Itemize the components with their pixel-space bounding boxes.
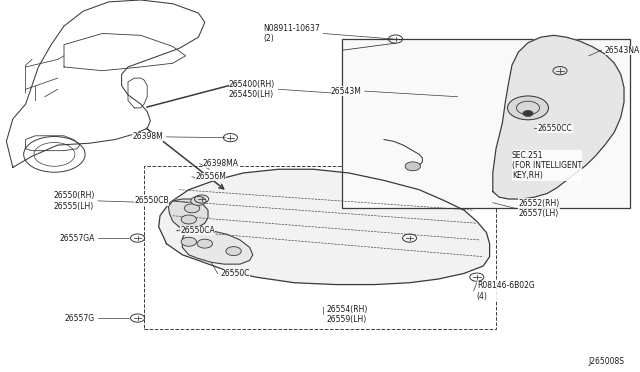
Circle shape	[181, 215, 196, 224]
Polygon shape	[168, 199, 208, 229]
Text: 26557GA: 26557GA	[60, 234, 95, 243]
Text: J265008S: J265008S	[588, 357, 624, 366]
Text: 26552(RH)
26557(LH): 26552(RH) 26557(LH)	[518, 199, 559, 218]
Circle shape	[508, 96, 548, 120]
Text: 26550CB: 26550CB	[134, 196, 169, 205]
Text: 26554(RH)
26559(LH): 26554(RH) 26559(LH)	[326, 305, 368, 324]
Text: 26557G: 26557G	[65, 314, 95, 323]
Circle shape	[191, 196, 206, 205]
Circle shape	[226, 247, 241, 256]
Circle shape	[181, 237, 196, 246]
Text: 265400(RH)
265450(LH): 265400(RH) 265450(LH)	[229, 80, 275, 99]
Bar	[144, 166, 496, 329]
Text: 26543M: 26543M	[331, 87, 362, 96]
Text: 26550CC: 26550CC	[538, 124, 572, 133]
Text: 26543NA: 26543NA	[605, 46, 640, 55]
Polygon shape	[493, 35, 624, 199]
Circle shape	[197, 239, 212, 248]
Text: R08146-6B02G
(4): R08146-6B02G (4)	[477, 281, 534, 301]
Text: 26556M: 26556M	[195, 172, 226, 181]
Circle shape	[184, 204, 200, 213]
Text: N08911-10637
(2): N08911-10637 (2)	[263, 24, 320, 43]
Text: 26550CA: 26550CA	[180, 226, 215, 235]
Bar	[342, 39, 630, 208]
Text: 26398M: 26398M	[132, 132, 163, 141]
Text: SEC.251
(FOR INTELLIGENT
KEY,RH): SEC.251 (FOR INTELLIGENT KEY,RH)	[512, 151, 582, 180]
Text: 26550C: 26550C	[221, 269, 250, 278]
Circle shape	[523, 110, 533, 116]
Text: 26550(RH)
26555(LH): 26550(RH) 26555(LH)	[53, 191, 95, 211]
Circle shape	[405, 162, 420, 171]
Text: 26398MA: 26398MA	[203, 159, 239, 168]
Polygon shape	[182, 231, 253, 264]
Polygon shape	[159, 169, 490, 285]
